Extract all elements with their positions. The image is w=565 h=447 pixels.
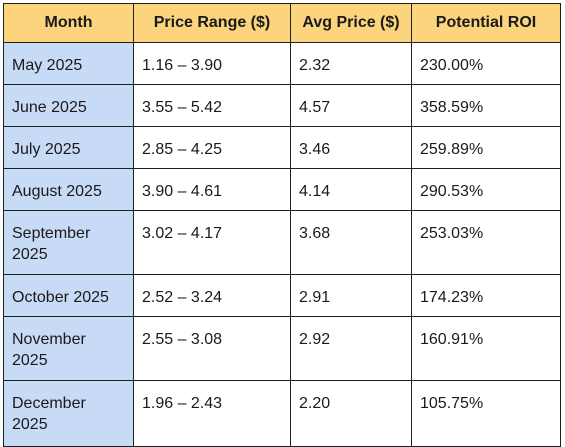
cell-month: July 2025 bbox=[3, 126, 134, 169]
header-potential-roi: Potential ROI bbox=[411, 3, 561, 43]
table-row: May 2025 1.16 – 3.90 2.32 230.00% bbox=[3, 42, 561, 85]
cell-month: August 2025 bbox=[3, 168, 134, 211]
cell-month: May 2025 bbox=[3, 42, 134, 85]
table-row: August 2025 3.90 – 4.61 4.14 290.53% bbox=[3, 168, 561, 211]
cell-avg-price: 3.68 bbox=[290, 210, 412, 275]
cell-month: September 2025 bbox=[3, 210, 134, 275]
cell-price-range: 2.52 – 3.24 bbox=[133, 274, 291, 317]
cell-month: December 2025 bbox=[3, 380, 134, 447]
cell-month: November 2025 bbox=[3, 316, 134, 381]
table-row: December 2025 1.96 – 2.43 2.20 105.75% bbox=[3, 380, 561, 447]
cell-price-range: 1.16 – 3.90 bbox=[133, 42, 291, 85]
cell-price-range: 3.55 – 5.42 bbox=[133, 84, 291, 127]
cell-potential-roi: 253.03% bbox=[411, 210, 561, 275]
cell-price-range: 2.85 – 4.25 bbox=[133, 126, 291, 169]
header-avg-price: Avg Price ($) bbox=[290, 3, 412, 43]
table-row: October 2025 2.52 – 3.24 2.91 174.23% bbox=[3, 274, 561, 317]
cell-price-range: 3.90 – 4.61 bbox=[133, 168, 291, 211]
roi-table-container: Month Price Range ($) Avg Price ($) Pote… bbox=[3, 3, 561, 447]
cell-month: October 2025 bbox=[3, 274, 134, 317]
header-price-range: Price Range ($) bbox=[133, 3, 291, 43]
table-row: November 2025 2.55 – 3.08 2.92 160.91% bbox=[3, 316, 561, 381]
cell-avg-price: 4.57 bbox=[290, 84, 412, 127]
cell-potential-roi: 105.75% bbox=[411, 380, 561, 447]
cell-potential-roi: 174.23% bbox=[411, 274, 561, 317]
cell-avg-price: 2.20 bbox=[290, 380, 412, 447]
cell-potential-roi: 290.53% bbox=[411, 168, 561, 211]
cell-potential-roi: 259.89% bbox=[411, 126, 561, 169]
cell-month: June 2025 bbox=[3, 84, 134, 127]
cell-price-range: 3.02 – 4.17 bbox=[133, 210, 291, 275]
price-roi-table: Month Price Range ($) Avg Price ($) Pote… bbox=[3, 3, 561, 447]
cell-potential-roi: 358.59% bbox=[411, 84, 561, 127]
cell-avg-price: 2.32 bbox=[290, 42, 412, 85]
cell-avg-price: 2.91 bbox=[290, 274, 412, 317]
header-month: Month bbox=[3, 3, 134, 43]
table-row: June 2025 3.55 – 5.42 4.57 358.59% bbox=[3, 84, 561, 127]
cell-avg-price: 2.92 bbox=[290, 316, 412, 381]
cell-potential-roi: 160.91% bbox=[411, 316, 561, 381]
table-row: July 2025 2.85 – 4.25 3.46 259.89% bbox=[3, 126, 561, 169]
table-header-row: Month Price Range ($) Avg Price ($) Pote… bbox=[3, 3, 561, 43]
cell-avg-price: 3.46 bbox=[290, 126, 412, 169]
cell-price-range: 2.55 – 3.08 bbox=[133, 316, 291, 381]
table-row: September 2025 3.02 – 4.17 3.68 253.03% bbox=[3, 210, 561, 275]
cell-potential-roi: 230.00% bbox=[411, 42, 561, 85]
cell-avg-price: 4.14 bbox=[290, 168, 412, 211]
cell-price-range: 1.96 – 2.43 bbox=[133, 380, 291, 447]
